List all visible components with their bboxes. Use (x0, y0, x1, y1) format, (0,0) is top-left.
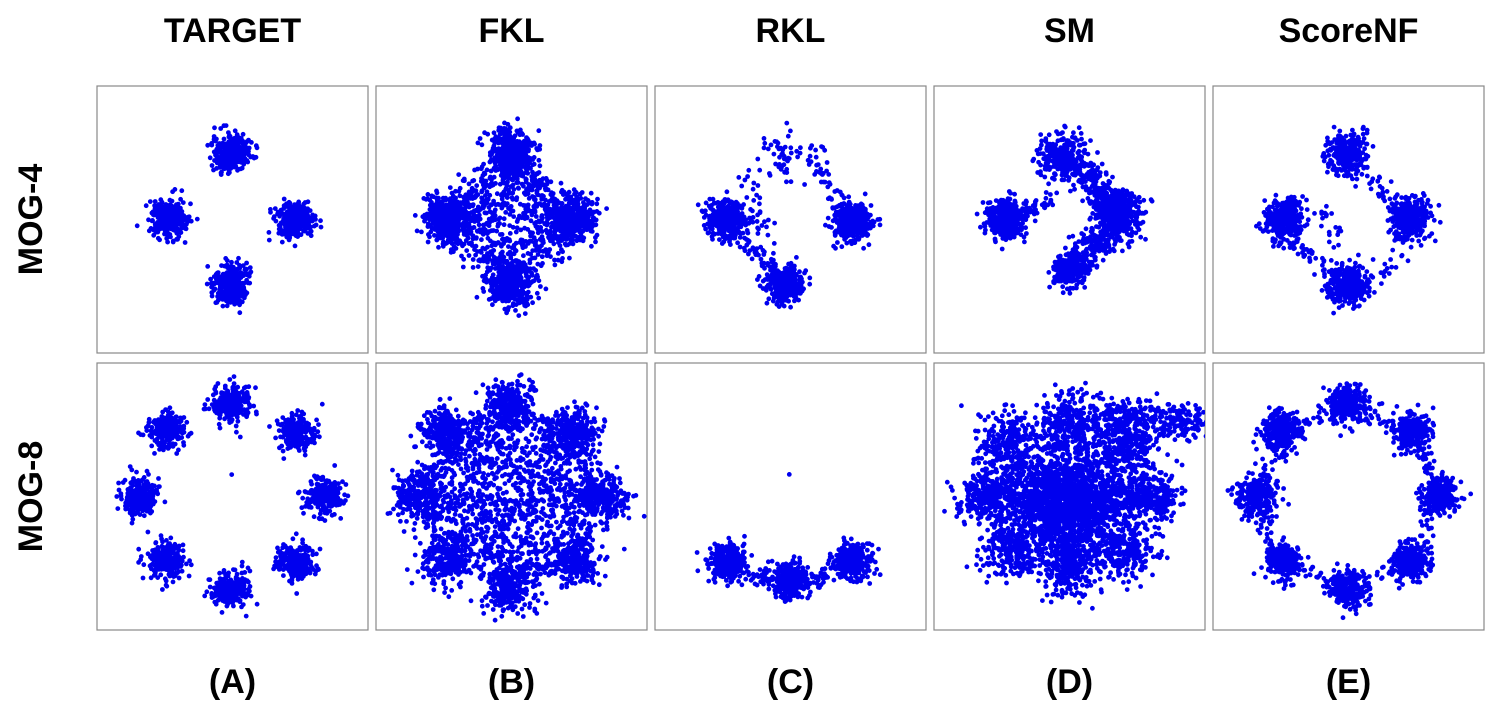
panel-frame (933, 85, 1206, 354)
panel-label: (C) (767, 663, 814, 701)
sample-points (412, 116, 609, 319)
panel-frame (1212, 85, 1485, 354)
panel-label: (A) (209, 663, 256, 701)
panel-label: (D) (1046, 663, 1093, 701)
row-label: MOG-8 (12, 441, 50, 552)
panel-frame (96, 85, 369, 354)
sample-points (385, 372, 647, 623)
panel-label: (E) (1326, 663, 1371, 701)
sample-points (1254, 124, 1443, 316)
sample-points (1225, 381, 1474, 621)
row-label: MOG-4 (12, 164, 50, 276)
column-title: FKL (478, 12, 544, 50)
sample-points (695, 120, 883, 310)
sample-points (694, 472, 883, 604)
sample-points (942, 380, 1205, 611)
sample-points (134, 123, 324, 316)
column-title: RKL (756, 12, 826, 50)
sample-points (974, 123, 1155, 296)
column-title: TARGET (164, 12, 301, 50)
column-title: ScoreNF (1279, 12, 1419, 50)
sample-points (114, 374, 351, 619)
panel-label: (B) (488, 663, 535, 701)
column-title: SM (1044, 12, 1095, 50)
panel-frame (654, 85, 927, 354)
